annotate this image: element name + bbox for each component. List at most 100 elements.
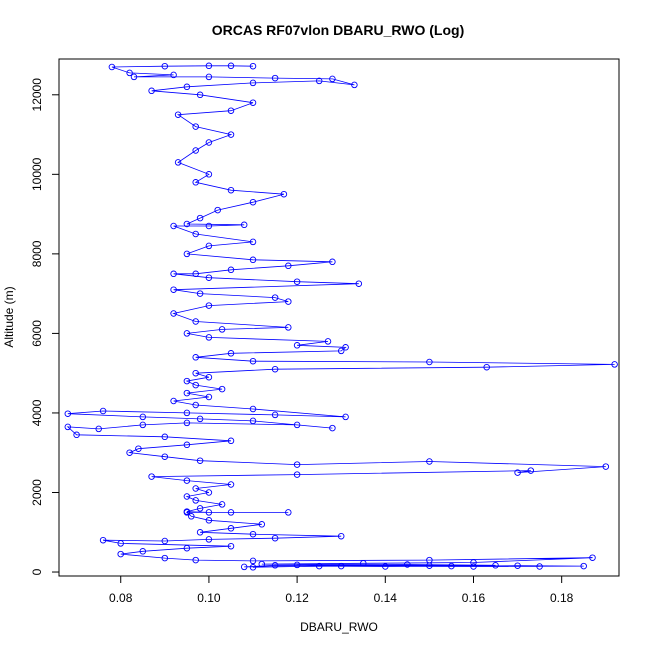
- plot-area: [64, 62, 618, 571]
- data-point: [183, 377, 191, 385]
- data-point: [196, 457, 204, 464]
- data-point: [99, 407, 107, 415]
- data-point: [139, 413, 147, 421]
- data-point: [227, 350, 235, 357]
- x-tick-label: 0.18: [550, 591, 574, 605]
- data-point: [139, 548, 147, 555]
- data-point: [126, 69, 133, 77]
- data-point: [183, 441, 191, 449]
- x-tick-label: 0.12: [285, 591, 309, 605]
- plot-frame: [58, 58, 620, 577]
- y-tick-label: 12000: [30, 78, 44, 112]
- data-point: [170, 286, 177, 293]
- data-point: [188, 513, 195, 520]
- data-point: [448, 562, 455, 570]
- data-point: [205, 536, 213, 543]
- data-point: [249, 99, 257, 106]
- data-point: [192, 369, 199, 377]
- data-point: [337, 347, 345, 355]
- data-point: [174, 111, 182, 118]
- data-point: [337, 562, 345, 570]
- data-point: [183, 409, 191, 417]
- data-point: [285, 298, 292, 305]
- data-point: [249, 357, 257, 365]
- data-point: [329, 424, 336, 432]
- data-point: [514, 562, 521, 569]
- data-point: [192, 497, 199, 504]
- data-point: [351, 81, 358, 89]
- series-line: [66, 65, 615, 568]
- data-point: [227, 542, 235, 550]
- data-point: [329, 258, 336, 266]
- data-point: [293, 471, 301, 478]
- data-point: [95, 425, 102, 433]
- data-point: [205, 171, 213, 178]
- data-point: [329, 75, 336, 83]
- data-point: [192, 230, 199, 238]
- data-point: [196, 91, 204, 99]
- data-point: [249, 564, 257, 571]
- data-point: [337, 532, 345, 540]
- data-point: [192, 381, 199, 389]
- data-point: [170, 71, 177, 79]
- data-point: [536, 563, 543, 570]
- data-point: [192, 485, 199, 492]
- y-tick-label: 2000: [30, 479, 44, 506]
- data-point: [205, 274, 213, 281]
- data-point: [589, 554, 596, 561]
- data-point: [227, 266, 235, 274]
- y-tick-label: 8000: [30, 240, 44, 267]
- data-point: [527, 467, 535, 474]
- data-point: [205, 139, 213, 146]
- data-point: [196, 290, 204, 297]
- x-tick-label: 0.16: [462, 591, 486, 605]
- data-point: [355, 280, 363, 287]
- data-point: [117, 550, 124, 558]
- data-point: [196, 505, 204, 512]
- data-point: [183, 419, 191, 427]
- data-point: [183, 220, 191, 228]
- data-point: [192, 123, 199, 130]
- x-axis-label: DBARU_RWO: [300, 620, 378, 634]
- data-point: [285, 262, 292, 270]
- data-point: [249, 62, 257, 70]
- data-point: [227, 437, 235, 445]
- data-point: [271, 294, 279, 301]
- x-tick-label: 0.10: [197, 591, 221, 605]
- data-point: [470, 563, 477, 570]
- data-point: [342, 413, 349, 421]
- data-point: [293, 561, 301, 569]
- data-point: [218, 385, 226, 393]
- data-point: [205, 489, 213, 496]
- data-point: [271, 411, 279, 419]
- data-point: [183, 477, 191, 484]
- data-point: [426, 556, 433, 564]
- data-point: [285, 324, 292, 331]
- data-point: [192, 270, 199, 278]
- data-point: [205, 242, 213, 250]
- data-point: [205, 509, 213, 516]
- data-point: [205, 302, 213, 309]
- data-point: [161, 453, 169, 460]
- data-point: [514, 469, 521, 476]
- data-point: [183, 544, 191, 552]
- data-point: [139, 421, 147, 429]
- data-point: [64, 423, 72, 431]
- data-point: [258, 560, 266, 568]
- data-point: [205, 222, 213, 230]
- data-point: [249, 79, 257, 87]
- data-point: [293, 342, 301, 349]
- data-point: [73, 431, 80, 439]
- data-point: [183, 389, 191, 397]
- x-tick-label: 0.08: [109, 591, 133, 605]
- data-point: [183, 508, 191, 515]
- data-point: [192, 318, 199, 325]
- data-point: [249, 238, 257, 246]
- data-point: [205, 334, 213, 341]
- data-point: [382, 563, 389, 570]
- data-point: [170, 222, 177, 230]
- data-point: [108, 63, 116, 71]
- data-point: [324, 338, 332, 345]
- data-point: [161, 537, 169, 545]
